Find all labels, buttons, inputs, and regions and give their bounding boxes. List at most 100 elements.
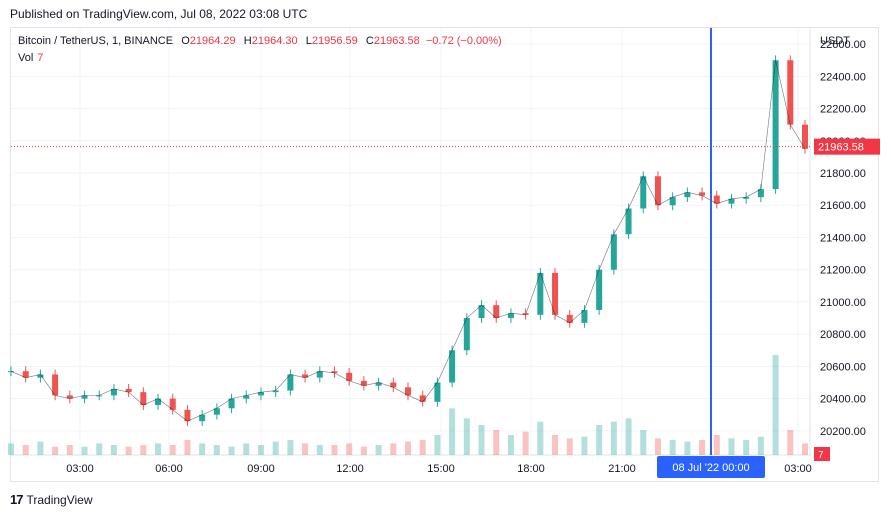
candle — [390, 377, 397, 393]
candle — [684, 187, 691, 203]
candle — [405, 382, 411, 401]
candle — [360, 376, 367, 391]
volume-bar — [302, 443, 309, 455]
volume-bar — [699, 440, 706, 455]
candle — [81, 390, 88, 404]
candle-body — [610, 234, 617, 270]
volume-bar — [596, 425, 603, 455]
candle — [155, 393, 162, 410]
volume-bar — [96, 443, 103, 455]
volume-bar — [640, 430, 647, 455]
candle — [743, 192, 750, 204]
candle-body — [287, 374, 294, 391]
x-tick-label: 06:00 — [155, 463, 183, 475]
candle-body — [390, 382, 397, 388]
candle-body — [625, 208, 632, 235]
symbol-name[interactable]: Bitcoin / TetherUS, 1, BINANCE — [18, 35, 174, 47]
candle — [654, 171, 661, 211]
candle — [302, 369, 309, 383]
chart-frame — [10, 27, 879, 482]
candle — [537, 268, 544, 320]
candle-body — [331, 371, 338, 373]
close-label: C — [365, 35, 374, 47]
y-tick-label: 21000.00 — [820, 297, 866, 309]
candle — [140, 387, 147, 410]
candle — [257, 387, 264, 401]
candle-body — [302, 374, 309, 378]
volume-bar — [669, 440, 676, 455]
high-label: H — [243, 35, 252, 47]
candle-body — [405, 387, 411, 396]
candle — [581, 305, 588, 328]
volume-bar — [125, 446, 132, 455]
volume-bar — [419, 440, 426, 455]
candle-body — [654, 176, 661, 206]
candle-body — [419, 395, 426, 402]
volume-legend: Vol 7 — [18, 52, 43, 64]
volume-bar — [772, 355, 779, 455]
volume-bar — [360, 446, 367, 455]
candle-body — [581, 309, 588, 323]
high-value: 21964.30 — [251, 35, 298, 47]
volume-bar — [66, 445, 73, 455]
low-value: 21956.59 — [311, 35, 358, 47]
candle-body — [272, 390, 279, 393]
candle-body — [375, 382, 382, 386]
volume-bar — [346, 443, 353, 455]
y-tick-label: 20600.00 — [820, 361, 866, 373]
volume-bar — [184, 440, 191, 455]
x-tick-label: 03:00 — [784, 463, 812, 475]
candle — [699, 187, 706, 201]
candle-body — [346, 372, 353, 381]
volume-value: 7 — [37, 52, 44, 64]
candle-body — [66, 395, 73, 399]
volume-bar — [316, 445, 323, 455]
candle — [8, 366, 14, 377]
candle-body — [566, 314, 573, 323]
candle-body — [37, 374, 44, 378]
volume-bar — [449, 408, 456, 455]
candle — [272, 385, 279, 397]
candle — [640, 171, 647, 214]
candle — [228, 393, 235, 414]
candle-body — [713, 195, 720, 204]
x-tick-label: 03:00 — [66, 463, 94, 475]
x-tick-label: 15:00 — [427, 463, 455, 475]
candle — [507, 308, 514, 323]
candle — [184, 405, 191, 426]
candle-body — [140, 392, 147, 406]
ohlc-legend: Bitcoin / TetherUS, 1, BINANCE O21964.29… — [18, 35, 502, 47]
volume-label[interactable]: Vol — [18, 52, 34, 64]
candle — [199, 409, 206, 426]
volume-bar — [37, 441, 44, 455]
footer: 17 TradingView — [10, 492, 93, 507]
candle-body — [463, 318, 470, 351]
change-value: −0.72 (−0.00%) — [425, 35, 502, 47]
candle — [110, 384, 117, 401]
close-value: 21963.58 — [373, 35, 420, 47]
candle — [331, 366, 338, 378]
volume-bar — [684, 441, 691, 455]
candle-body — [507, 313, 514, 319]
candle-body — [772, 60, 779, 190]
volume-bar — [581, 436, 588, 455]
volume-bar — [228, 446, 235, 455]
y-tick-label: 21800.00 — [820, 168, 866, 180]
tradingview-logo-icon[interactable]: 17 — [10, 492, 24, 507]
y-tick-label: 21200.00 — [820, 265, 866, 277]
volume-bar — [463, 418, 470, 455]
volume-bar — [257, 445, 264, 455]
y-tick-label: 22400.00 — [820, 71, 866, 83]
volume-bar — [375, 445, 382, 455]
candle-body — [184, 409, 191, 422]
volume-bar — [654, 438, 661, 455]
candle — [169, 393, 176, 415]
brand-name[interactable]: TradingView — [26, 492, 93, 507]
candle — [125, 384, 132, 397]
candle — [478, 300, 485, 323]
y-tick-label: 20400.00 — [820, 394, 866, 406]
x-tick-label: 09:00 — [247, 463, 275, 475]
candle — [552, 268, 559, 320]
volume-bar — [522, 431, 529, 455]
